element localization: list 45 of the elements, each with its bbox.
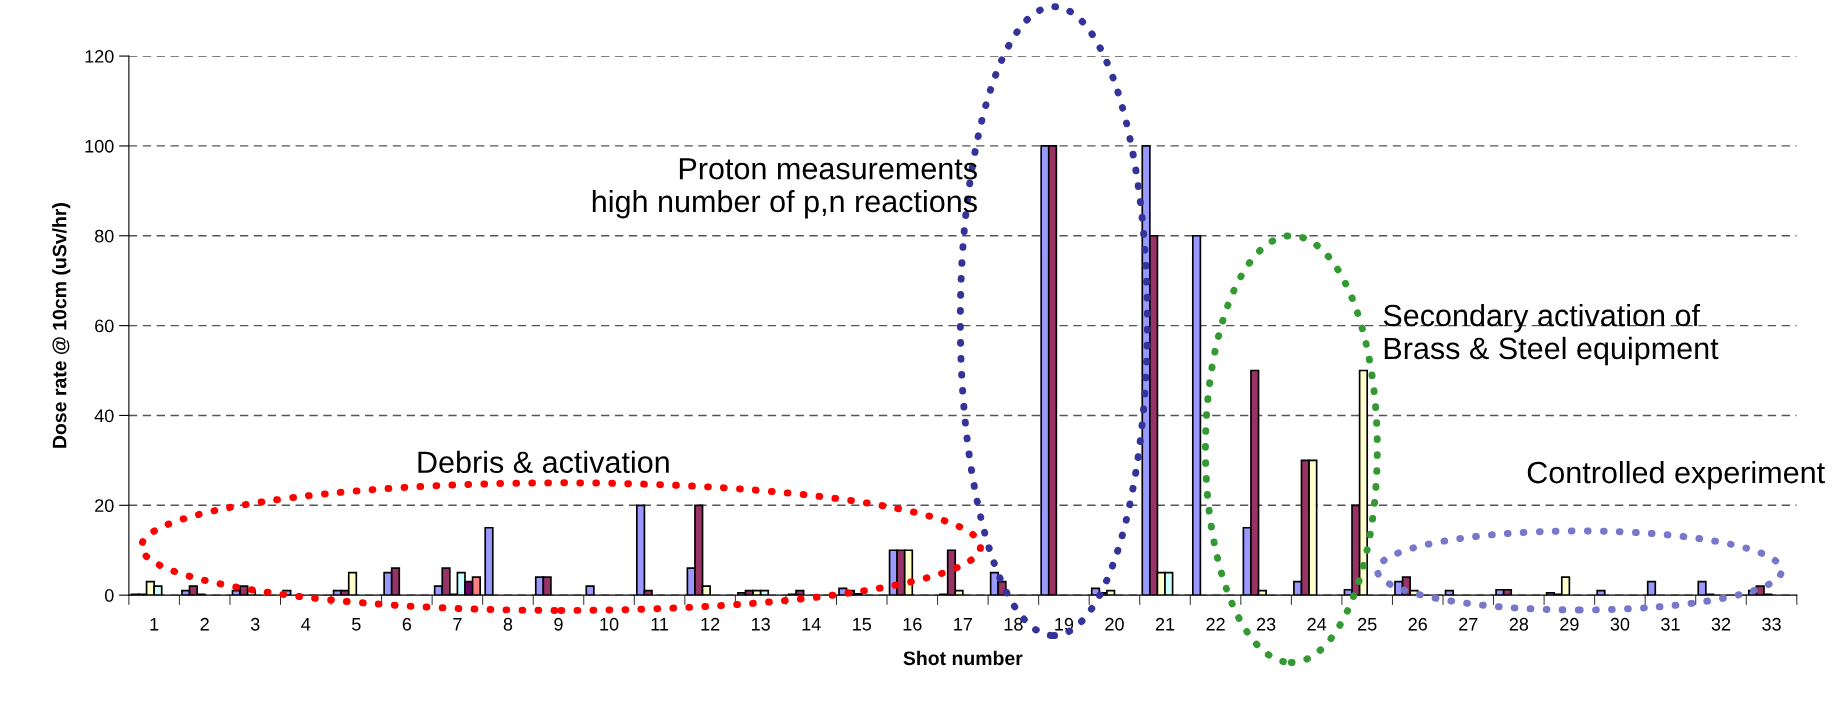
x-tick-label: 13 [752, 617, 770, 631]
x-tick-label: 8 [503, 617, 513, 631]
x-tick-label: 18 [1004, 617, 1023, 631]
annotation: Proton measurements high number of p,n reactions [592, 158, 977, 219]
x-tick-label: 16 [903, 617, 922, 631]
x-tick-label: 27 [1459, 617, 1478, 631]
x-tick-label: 31 [1661, 617, 1680, 631]
x-tick-label: 33 [1762, 617, 1781, 631]
x-tick-label: 14 [802, 618, 821, 631]
x-tick-label: 29 [1560, 617, 1579, 631]
x-tick-label: 6 [402, 617, 412, 631]
annotation: Secondary activation of Brass & Steel equipment [1383, 303, 1719, 366]
x-tick-label: 10 [600, 617, 619, 631]
x-tick-label: 20 [1105, 617, 1124, 631]
annotation: Debris & activation [418, 450, 669, 474]
x-tick-label: 12 [701, 617, 720, 631]
x-tick-label: 9 [554, 617, 563, 631]
y-tick-label: 120 [85, 50, 114, 63]
annotation: Controlled experiment [1527, 460, 1825, 490]
x-tick-label: 28 [1509, 617, 1529, 631]
x-tick-label: 26 [1408, 617, 1427, 631]
x-tick-label: 3 [250, 617, 260, 631]
x-tick-label: 11 [651, 618, 669, 631]
x-tick-label: 17 [954, 618, 972, 631]
y-tick-label: 60 [95, 319, 114, 333]
x-tick-label: 1 [150, 618, 159, 631]
x-tick-label: 4 [301, 618, 311, 631]
x-tick-label: 23 [1256, 617, 1276, 631]
x-tick-label: 21 [1155, 617, 1175, 631]
y-axis-title: Dose rate @ 10cm (uSv/hr) [52, 203, 71, 448]
x-tick-label: 15 [853, 618, 872, 631]
y-tick-label: 0 [104, 589, 114, 602]
x-tick-label: 32 [1711, 617, 1731, 631]
y-tick-label: 80 [94, 229, 114, 243]
y-tick-label: 100 [85, 139, 114, 153]
x-tick-label: 5 [352, 618, 361, 631]
x-tick-label: 2 [200, 617, 209, 631]
x-axis-title: Shot number [903, 650, 1023, 666]
y-tick-label: 40 [94, 409, 114, 423]
y-tick-label: 20 [95, 499, 114, 513]
x-tick-label: 7 [453, 618, 462, 631]
x-tick-label: 22 [1206, 617, 1225, 631]
x-tick-label: 24 [1307, 617, 1327, 631]
x-tick-label: 25 [1358, 617, 1377, 631]
x-tick-label: 30 [1610, 617, 1630, 631]
